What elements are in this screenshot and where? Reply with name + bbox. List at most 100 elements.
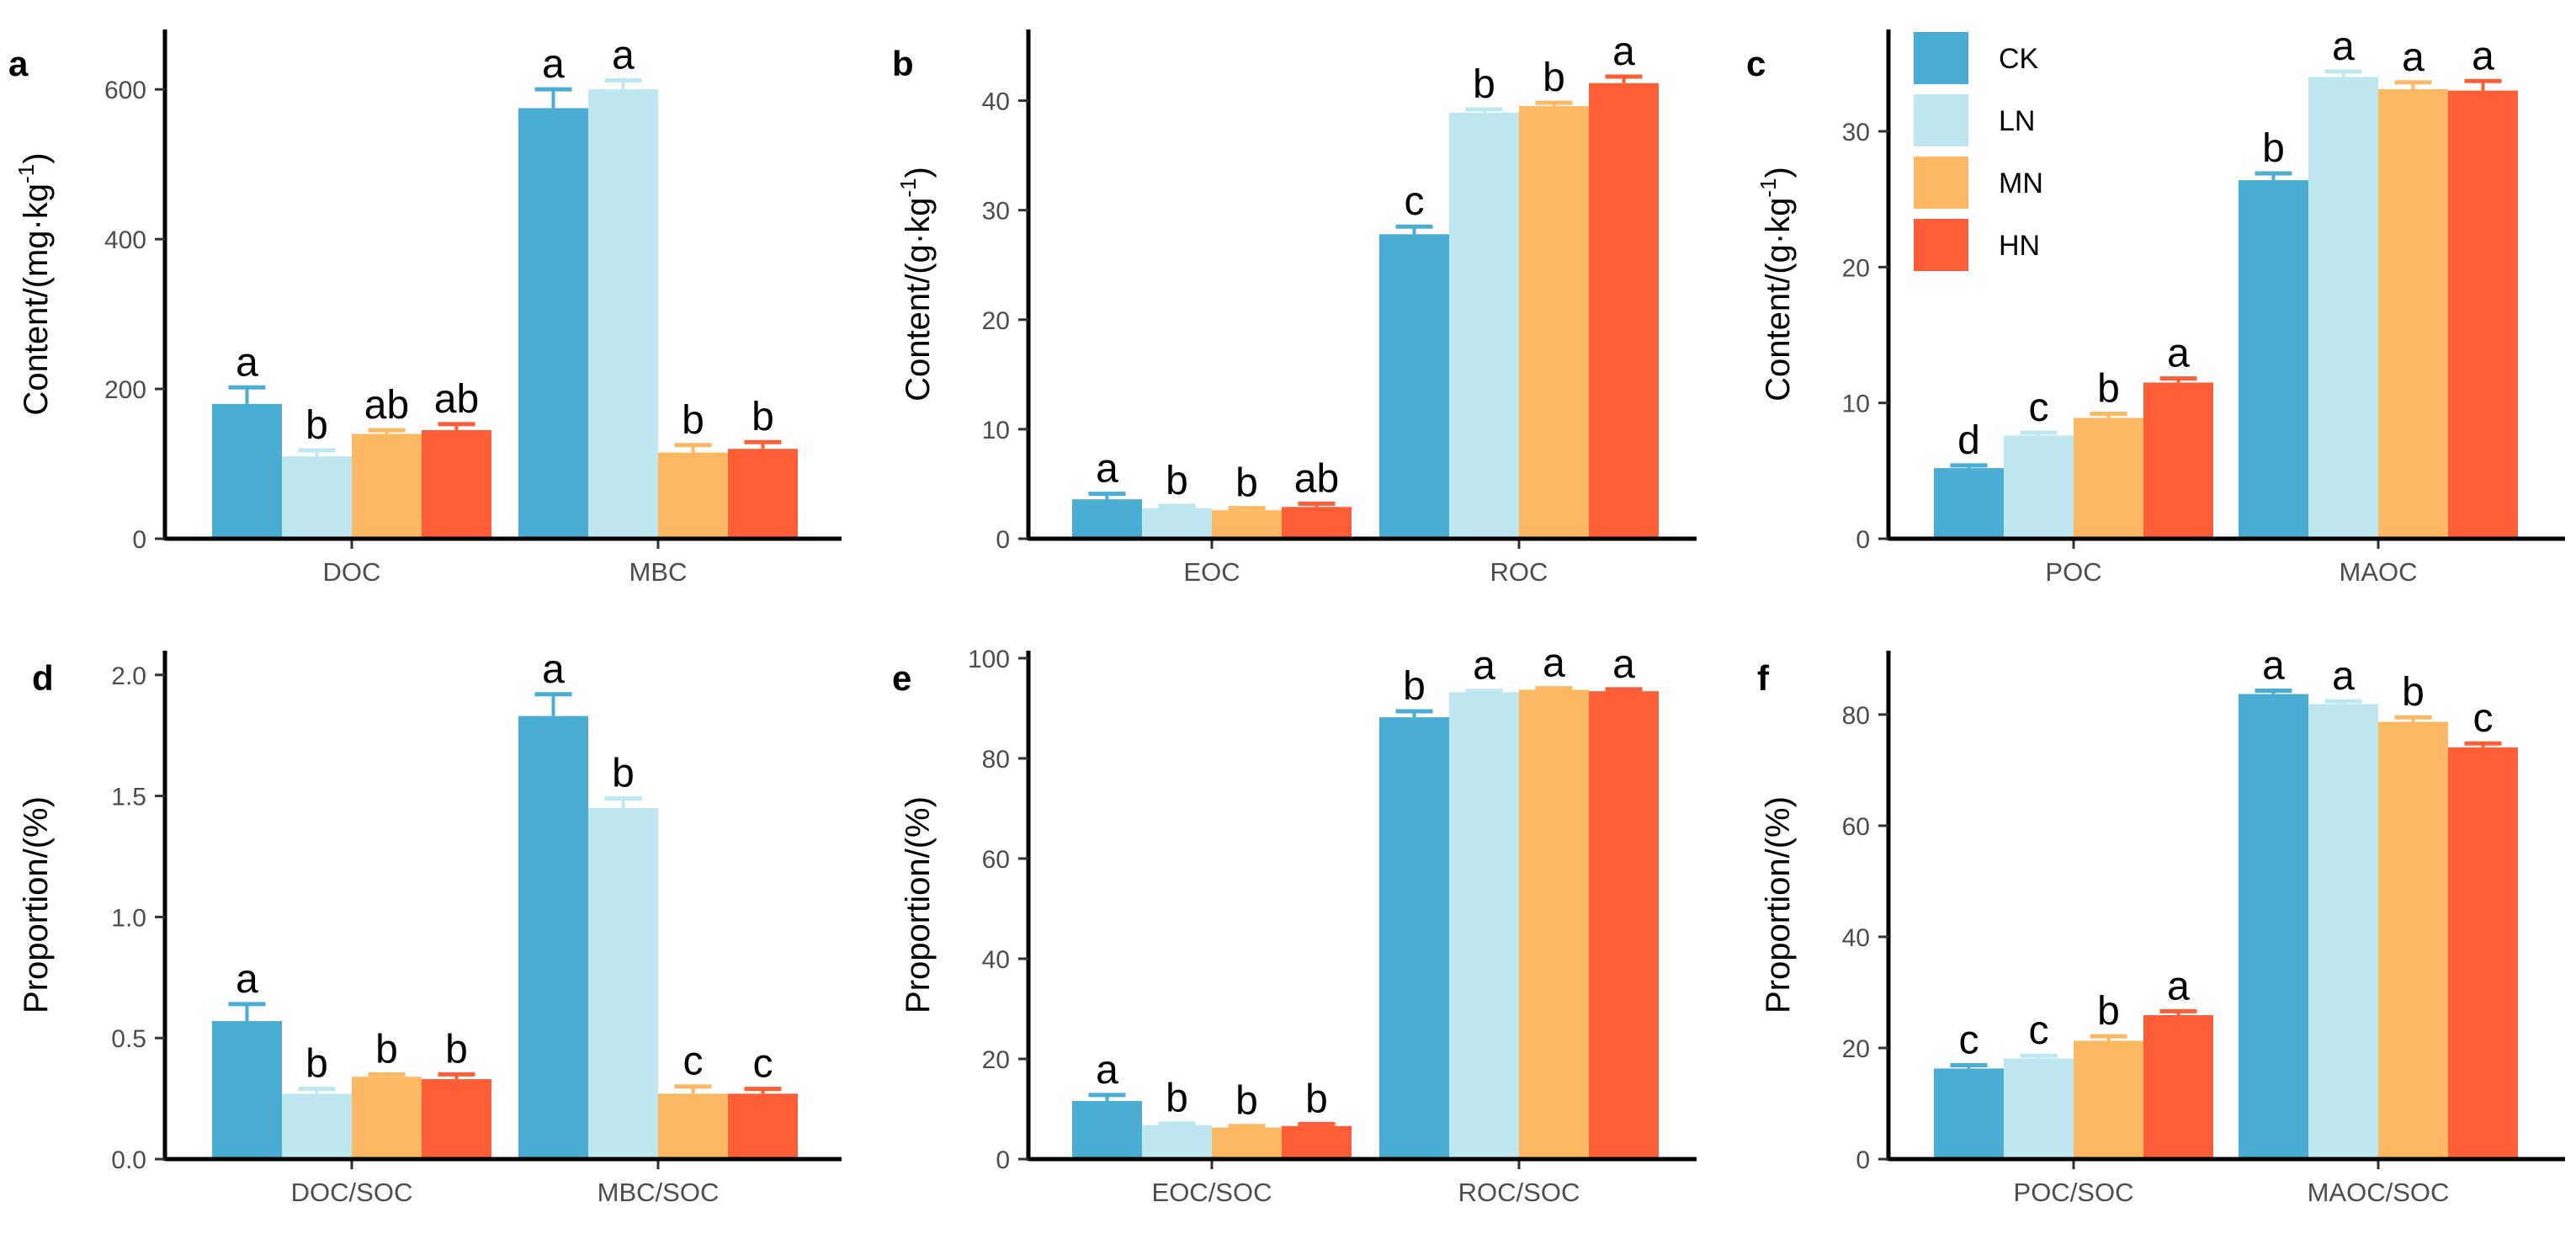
x-tick-label-d-MBC/SOC: MBC/SOC [598, 1178, 720, 1207]
significance-label-c-MAOC-HN: a [2472, 34, 2494, 78]
significance-label-b-ROC-HN: a [1612, 29, 1635, 74]
y-axis-title-text-d: Proportion/(%) [18, 796, 55, 1013]
bar-e-ROC/SOC-HN [1589, 691, 1659, 1159]
y-axis-title-text-a: Content/(mg·kg [18, 184, 55, 416]
y-tick-label-d-1: 0.5 [111, 1025, 146, 1053]
y-axis-title-b: Content/(g·kg-1) [895, 167, 937, 402]
bar-e-EOC/SOC-LN [1142, 1125, 1212, 1159]
y-tick-label-e-5: 100 [968, 646, 1010, 673]
bar-d-DOC/SOC-HN [422, 1079, 491, 1159]
legend-label-MN: MN [1999, 168, 2043, 199]
panel-label-e: e [892, 658, 911, 698]
y-tick-label-e-2: 40 [982, 946, 1010, 974]
significance-label-f-MAOC/SOC-HN: c [2473, 696, 2494, 741]
significance-label-a-DOC-LN: b [305, 403, 328, 448]
bar-d-DOC/SOC-MN [352, 1077, 422, 1159]
significance-label-d-DOC/SOC-CK: a [236, 957, 258, 1002]
significance-label-a-MBC-HN: b [752, 395, 774, 439]
y-tick-label-d-3: 1.5 [111, 784, 146, 811]
y-axis-title-superscript-a: -1 [13, 164, 39, 184]
significance-label-c-MAOC-CK: b [2262, 126, 2285, 171]
y-axis-title-end-a: ) [18, 152, 55, 163]
y-axis-title-superscript-c: -1 [1755, 178, 1781, 197]
bar-c-POC-HN [2143, 382, 2213, 539]
panel-label-d: d [32, 658, 54, 698]
bar-f-MAOC/SOC-LN [2308, 704, 2378, 1159]
legend-label-LN: LN [1999, 105, 2035, 137]
significance-label-c-POC-HN: a [2167, 332, 2190, 376]
significance-label-e-ROC/SOC-HN: a [1612, 642, 1635, 687]
y-tick-label-e-1: 20 [982, 1046, 1010, 1074]
bar-d-MBC/SOC-CK [518, 715, 588, 1159]
bar-b-ROC-MN [1519, 106, 1589, 540]
bar-b-EOC-MN [1212, 510, 1282, 539]
y-tick-label-a-3: 600 [104, 77, 146, 104]
significance-label-e-ROC/SOC-CK: b [1403, 664, 1426, 709]
y-axis-title-f: Proportion/(%) [1760, 796, 1797, 1013]
bar-d-DOC/SOC-LN [282, 1093, 352, 1159]
significance-label-a-MBC-LN: a [612, 34, 635, 78]
y-tick-label-d-2: 1.0 [111, 904, 146, 932]
significance-label-f-MAOC/SOC-MN: b [2402, 670, 2425, 715]
significance-label-d-DOC/SOC-HN: b [445, 1027, 468, 1072]
bar-d-MBC/SOC-LN [588, 807, 658, 1159]
bar-f-MAOC/SOC-CK [2239, 694, 2308, 1159]
x-tick-label-b-ROC: ROC [1490, 557, 1548, 587]
y-tick-label-b-0: 0 [996, 526, 1010, 554]
bar-e-ROC/SOC-MN [1519, 689, 1589, 1159]
y-tick-label-c-2: 20 [1842, 254, 1870, 282]
significance-label-a-DOC-HN: ab [434, 377, 479, 422]
panel-label-a: a [8, 44, 29, 83]
significance-label-e-ROC/SOC-LN: a [1473, 644, 1495, 689]
significance-label-e-EOC/SOC-MN: b [1235, 1079, 1258, 1124]
y-axis-title-a: Content/(mg·kg-1) [13, 152, 55, 415]
x-tick-label-c-MAOC: MAOC [2340, 557, 2418, 587]
significance-label-c-POC-LN: c [2029, 386, 2049, 430]
legend-swatch-LN [1914, 94, 1968, 146]
bar-d-MBC/SOC-MN [658, 1093, 728, 1159]
y-tick-label-f-0: 0 [1856, 1146, 1870, 1174]
significance-label-f-MAOC/SOC-CK: a [2262, 644, 2285, 689]
y-axis-title-c: Content/(g·kg-1) [1755, 167, 1797, 402]
y-tick-label-c-3: 30 [1842, 119, 1870, 146]
legend-swatch-HN [1914, 219, 1968, 271]
bar-d-DOC/SOC-CK [212, 1021, 282, 1159]
bar-b-EOC-CK [1072, 499, 1142, 539]
legend-label-HN: HN [1999, 230, 2040, 262]
significance-label-a-MBC-MN: b [682, 398, 704, 443]
y-tick-label-b-2: 20 [982, 307, 1010, 335]
bar-c-POC-MN [2074, 418, 2143, 539]
x-tick-label-d-DOC/SOC: DOC/SOC [291, 1178, 413, 1207]
bar-e-EOC/SOC-CK [1072, 1100, 1142, 1159]
bar-f-POC/SOC-HN [2143, 1015, 2213, 1159]
significance-label-d-MBC/SOC-MN: c [683, 1040, 704, 1084]
y-axis-title-text-f: Proportion/(%) [1760, 796, 1797, 1013]
y-tick-label-d-0: 0.0 [111, 1146, 146, 1174]
y-axis-title-e: Proportion/(%) [900, 796, 937, 1013]
bar-e-EOC/SOC-MN [1212, 1127, 1282, 1159]
legend-swatch-CK [1914, 32, 1968, 84]
significance-label-f-POC/SOC-CK: c [1959, 1018, 1979, 1062]
bar-e-EOC/SOC-HN [1282, 1125, 1352, 1159]
bar-f-POC/SOC-LN [2004, 1058, 2074, 1159]
bar-a-MBC-LN [588, 89, 658, 540]
y-tick-label-a-2: 400 [104, 226, 146, 254]
significance-label-d-DOC/SOC-MN: b [375, 1027, 398, 1072]
significance-label-e-EOC/SOC-CK: a [1096, 1048, 1118, 1093]
significance-label-c-POC-MN: b [2097, 367, 2120, 412]
y-axis-title-text-e: Proportion/(%) [900, 796, 937, 1013]
significance-label-d-DOC/SOC-LN: b [305, 1042, 328, 1087]
panel-c: c d c b a POC b a a a MAOC 0 10 20 30 Content/(g·kg-1) [1746, 24, 2565, 587]
x-tick-label-e-EOC/SOC: EOC/SOC [1152, 1178, 1272, 1207]
y-tick-label-f-3: 60 [1842, 813, 1870, 841]
y-axis-title-text-b: Content/(g·kg [900, 198, 937, 402]
bar-b-ROC-HN [1589, 82, 1659, 539]
y-tick-label-f-2: 40 [1842, 924, 1870, 952]
significance-label-b-ROC-LN: b [1473, 62, 1495, 107]
significance-label-d-MBC/SOC-HN: c [753, 1042, 773, 1087]
significance-label-d-MBC/SOC-CK: a [542, 647, 565, 692]
significance-label-b-EOC-LN: b [1166, 459, 1188, 503]
bar-f-MAOC/SOC-MN [2378, 721, 2448, 1159]
